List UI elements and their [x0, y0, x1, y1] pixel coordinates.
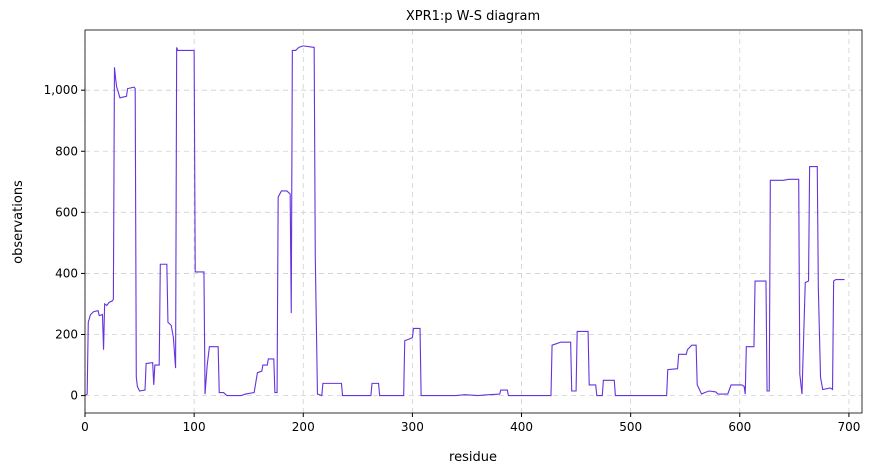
x-tick-label: 500 [619, 420, 642, 434]
y-tick-label: 200 [55, 328, 78, 342]
y-tick-label: 0 [70, 389, 78, 403]
x-tick-label: 0 [81, 420, 89, 434]
data-line [84, 45, 845, 397]
x-tick-label: 300 [401, 420, 424, 434]
y-axis-label: observations [11, 180, 26, 264]
x-tick-label: 400 [510, 420, 533, 434]
y-tick-label: 400 [55, 266, 78, 280]
plot-frame [84, 29, 863, 414]
x-tick-label: 600 [728, 420, 751, 434]
x-tick-label: 700 [837, 420, 860, 434]
y-tick-label: 1,000 [44, 83, 78, 97]
x-tick-label: 100 [183, 420, 206, 434]
chart-title: XPR1:p W-S diagram [406, 9, 540, 24]
y-tick-label: 800 [55, 144, 78, 158]
x-tick-label: 200 [292, 420, 315, 434]
y-tick-label: 600 [55, 205, 78, 219]
x-axis-label: residue [449, 450, 497, 465]
